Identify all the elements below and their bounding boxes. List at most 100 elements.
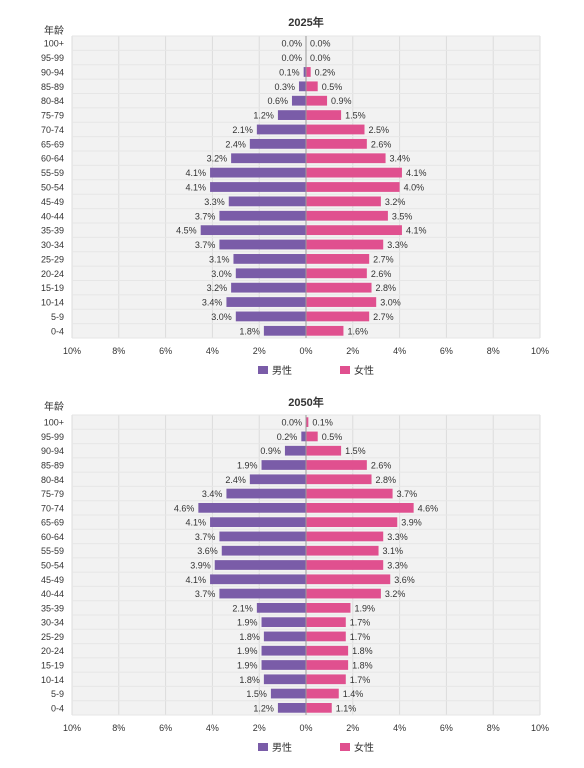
- bar-male: [198, 503, 306, 513]
- legend: 男性 女性: [258, 741, 374, 754]
- category-tick-label: 25-29: [41, 632, 64, 642]
- bar-female: [306, 138, 367, 149]
- legend-label-male: 男性: [272, 741, 292, 754]
- bar-female: [306, 254, 370, 264]
- data-label-male: 3.4%: [202, 298, 223, 308]
- data-label-male: 4.1%: [186, 168, 207, 178]
- x-tick-label: 8%: [487, 346, 500, 356]
- bar-female: [306, 417, 309, 427]
- legend-label-male: 男性: [272, 364, 292, 377]
- bar-female: [306, 95, 328, 106]
- bar-male: [200, 225, 306, 236]
- category-tick-label: 100+: [44, 39, 64, 49]
- data-label-male: 0.9%: [260, 446, 281, 456]
- bar-male: [219, 210, 306, 221]
- data-label-male: 3.7%: [195, 211, 216, 221]
- data-label-male: 3.3%: [204, 197, 225, 207]
- x-tick-label: 10%: [531, 346, 549, 356]
- bar-male: [284, 445, 306, 456]
- x-tick-label: 8%: [112, 723, 125, 733]
- data-label-female: 2.7%: [373, 312, 394, 322]
- bar-male: [221, 545, 306, 556]
- data-label-female: 2.6%: [371, 269, 392, 279]
- bar-male: [235, 268, 306, 279]
- category-tick-label: 0-4: [51, 703, 64, 713]
- legend: 男性 女性: [258, 364, 374, 377]
- bar-female: [306, 124, 365, 135]
- data-label-male: 3.1%: [209, 254, 230, 264]
- bar-male: [303, 67, 306, 77]
- data-label-female: 2.5%: [369, 125, 390, 135]
- bar-female: [306, 603, 351, 613]
- data-label-female: 3.2%: [385, 589, 406, 599]
- x-tick-label: 4%: [206, 723, 219, 733]
- bar-male: [249, 138, 306, 149]
- x-tick-label: 6%: [159, 346, 172, 356]
- x-tick-label: 4%: [206, 346, 219, 356]
- data-label-male: 4.5%: [176, 226, 197, 236]
- legend-label-female: 女性: [354, 364, 374, 377]
- bar-male: [256, 124, 306, 135]
- data-label-female: 1.5%: [345, 446, 366, 456]
- bar-male: [226, 297, 306, 307]
- data-label-female: 2.6%: [371, 461, 392, 471]
- data-label-female: 3.6%: [394, 575, 415, 585]
- data-label-male: 4.1%: [186, 518, 207, 528]
- pyramid-2050-svg: 2050年 年龄 100+ 0.0% 0.1% 95-99 0.2% 0.5% 90-94 0.9…: [41, 395, 549, 754]
- category-tick-label: 10-14: [41, 298, 64, 308]
- bar-female: [306, 560, 384, 570]
- category-tick-label: 80-84: [41, 475, 64, 485]
- bar-male: [270, 688, 306, 699]
- x-tick-label: 2%: [346, 723, 359, 733]
- data-label-female: 0.1%: [312, 418, 333, 428]
- bar-female: [306, 282, 372, 293]
- bar-female: [306, 182, 400, 192]
- bar-male: [256, 603, 306, 613]
- category-tick-label: 60-64: [41, 532, 64, 542]
- data-label-female: 1.6%: [347, 326, 368, 336]
- legend-swatch-male: [258, 743, 268, 751]
- data-label-male: 1.9%: [237, 661, 258, 671]
- chart-title: 2050年: [288, 395, 323, 409]
- category-tick-label: 65-69: [41, 518, 64, 528]
- bar-female: [306, 225, 402, 236]
- data-label-female: 1.9%: [354, 603, 375, 613]
- bar-male: [261, 660, 306, 670]
- data-label-male: 3.2%: [207, 283, 228, 293]
- data-label-male: 0.1%: [279, 67, 300, 77]
- bar-female: [306, 268, 367, 279]
- category-tick-label: 20-24: [41, 646, 64, 656]
- population-pyramid-2050: 2050年 年龄 100+ 0.0% 0.1% 95-99 0.2% 0.5% 90-94 0.9…: [0, 388, 584, 763]
- category-tick-label: 90-94: [41, 67, 64, 77]
- data-label-female: 3.9%: [401, 518, 422, 528]
- x-tick-label: 0%: [299, 346, 312, 356]
- bar-male: [261, 645, 306, 656]
- bar-male: [210, 182, 306, 192]
- data-label-male: 0.0%: [281, 39, 302, 49]
- data-label-female: 4.0%: [404, 183, 425, 193]
- bar-female: [306, 196, 381, 207]
- category-tick-label: 45-49: [41, 197, 64, 207]
- y-axis-label: 年龄: [44, 24, 64, 37]
- bar-female: [306, 588, 381, 599]
- data-label-male: 1.8%: [239, 675, 260, 685]
- category-tick-label: 85-89: [41, 82, 64, 92]
- data-label-male: 0.0%: [281, 53, 302, 63]
- data-label-male: 4.1%: [186, 575, 207, 585]
- bar-male: [263, 674, 306, 685]
- data-label-female: 4.6%: [418, 503, 439, 513]
- bar-male: [277, 110, 306, 120]
- bar-male: [233, 254, 306, 264]
- x-tick-label: 4%: [393, 723, 406, 733]
- data-label-female: 3.3%: [387, 561, 408, 571]
- data-label-female: 1.7%: [350, 618, 371, 628]
- x-tick-label: 2%: [253, 723, 266, 733]
- legend-label-female: 女性: [354, 741, 374, 754]
- bar-female: [306, 239, 384, 250]
- bar-female: [306, 153, 386, 164]
- bar-male: [228, 196, 306, 207]
- category-tick-label: 20-24: [41, 269, 64, 279]
- x-tick-label: 10%: [63, 723, 81, 733]
- data-label-female: 1.8%: [352, 661, 373, 671]
- data-label-female: 0.2%: [315, 67, 336, 77]
